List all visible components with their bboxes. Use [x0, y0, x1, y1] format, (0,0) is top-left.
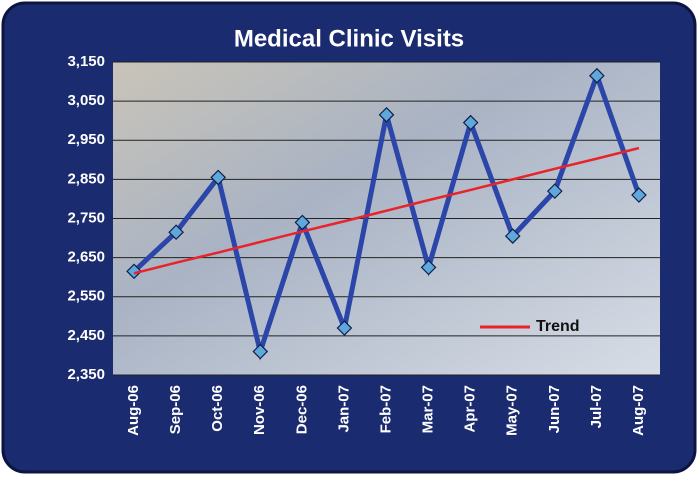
y-tick-label: 2,650	[67, 249, 105, 266]
marker	[546, 183, 563, 199]
marker	[294, 214, 311, 231]
y-tick-label: 2,550	[67, 288, 105, 305]
y-tick-label: 2,950	[67, 131, 105, 148]
marker	[126, 263, 142, 280]
marker	[168, 224, 184, 241]
legend-label: Trend	[536, 318, 580, 335]
marker	[589, 67, 605, 84]
y-tick-label: 3,150	[67, 53, 105, 70]
marker	[420, 259, 437, 276]
y-tick-label: 2,350	[67, 366, 105, 383]
x-tick-label: Apr-07	[462, 385, 479, 433]
x-tick-label: Nov-06	[251, 385, 268, 435]
x-tick-label: Oct-06	[209, 385, 226, 432]
chart-title: Medical Clinic Visits	[234, 25, 464, 52]
y-tick-label: 2,850	[67, 170, 105, 187]
marker	[252, 343, 269, 360]
x-tick-label: Jun-07	[546, 385, 563, 433]
marker	[336, 320, 353, 336]
marker	[210, 169, 227, 186]
marker	[504, 228, 521, 244]
x-tick-label: Dec-06	[293, 385, 310, 434]
y-tick-label: 3,050	[67, 92, 105, 109]
series-line	[133, 146, 640, 275]
x-tick-label: May-07	[504, 385, 521, 436]
x-tick-label: Sep-06	[167, 385, 184, 434]
x-tick-label: Aug-07	[630, 385, 647, 436]
marker	[631, 187, 647, 203]
y-tick-label: 2,750	[67, 209, 105, 226]
x-tick-label: Mar-07	[420, 385, 437, 433]
x-tick-label: Aug-06	[125, 385, 142, 436]
marker	[462, 114, 479, 131]
x-tick-label: Feb-07	[377, 385, 394, 433]
x-tick-label: Jul-07	[588, 385, 605, 428]
y-tick-label: 2,450	[67, 327, 105, 344]
x-tick-label: Jan-07	[335, 385, 352, 433]
marker	[378, 106, 395, 123]
